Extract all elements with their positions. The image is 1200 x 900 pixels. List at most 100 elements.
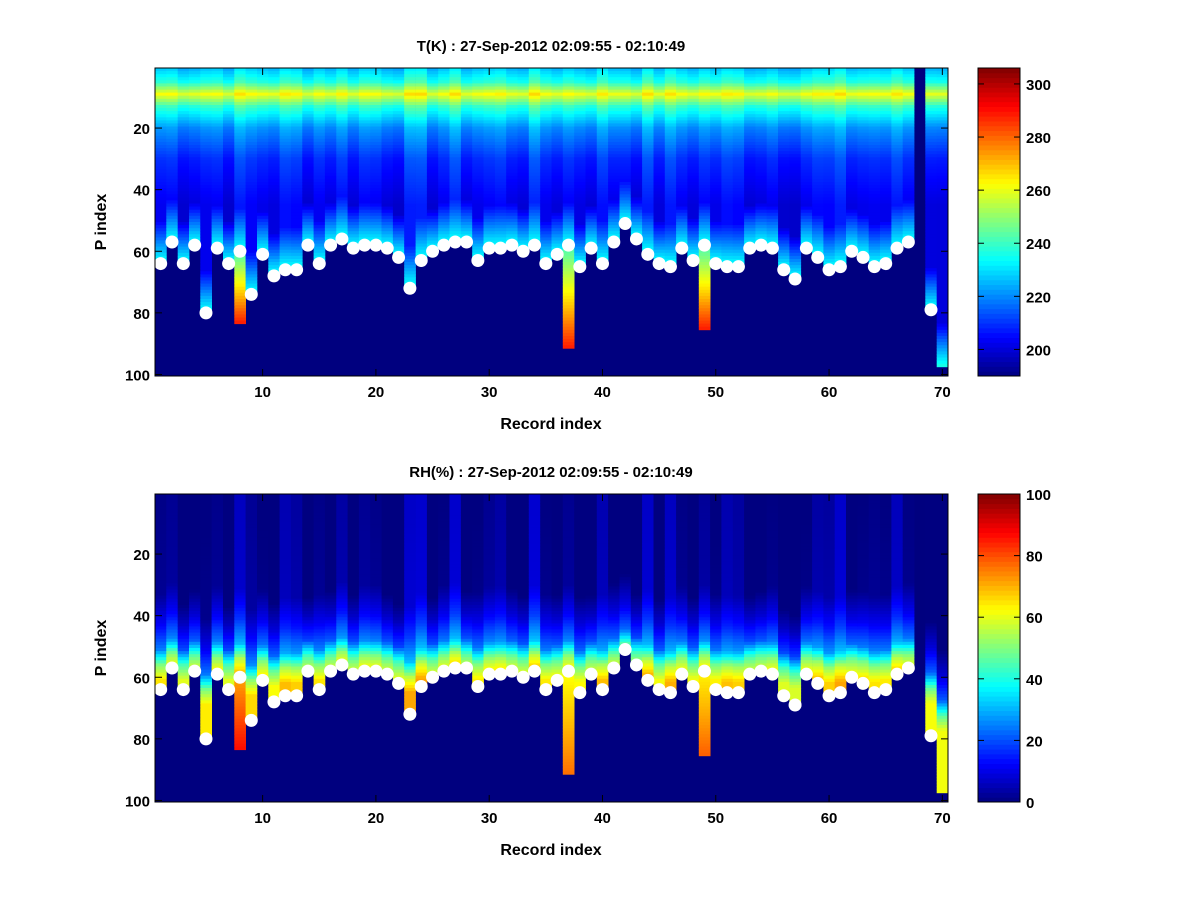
heatmap-cell <box>223 71 235 75</box>
heatmap-cell <box>766 117 779 121</box>
heatmap-cell <box>608 117 620 121</box>
heatmap-cell <box>766 172 779 177</box>
heatmap-cell <box>189 558 201 563</box>
heatmap-cell <box>392 120 405 124</box>
heatmap-cell <box>755 135 768 140</box>
heatmap-cell <box>200 95 212 100</box>
heatmap-cell <box>302 172 314 177</box>
heatmap-cell <box>664 185 677 189</box>
heatmap-cell <box>562 292 575 297</box>
heatmap-cell <box>347 206 360 211</box>
heatmap-cell <box>483 228 496 232</box>
heatmap-cell <box>223 555 235 560</box>
heatmap-cell <box>438 218 450 223</box>
heatmap-cell <box>200 524 212 529</box>
heatmap-cell <box>223 206 235 211</box>
heatmap-cell <box>517 218 530 223</box>
heatmap-cell <box>789 265 802 269</box>
heatmap-cell <box>404 191 416 195</box>
colorbar-swatch <box>978 125 1020 132</box>
heatmap-cell <box>166 132 178 137</box>
heatmap-cell <box>551 185 564 189</box>
heatmap-cell <box>812 225 824 229</box>
heatmap-cell <box>415 249 428 254</box>
heatmap-cell <box>166 222 178 226</box>
surface-marker <box>324 238 338 252</box>
heatmap-cell <box>302 89 314 94</box>
heatmap-cell <box>710 218 722 223</box>
heatmap-cell <box>755 215 768 220</box>
heatmap-cell <box>313 148 326 152</box>
heatmap-cell <box>279 145 292 149</box>
heatmap-cell <box>596 129 609 134</box>
heatmap-cell <box>857 231 870 235</box>
heatmap-cell <box>857 86 870 90</box>
heatmap-cell <box>494 77 507 81</box>
heatmap-cell <box>177 182 190 186</box>
heatmap-cell <box>687 141 700 146</box>
heatmap-cell <box>460 185 473 189</box>
heatmap-cell <box>166 105 178 109</box>
heatmap-cell <box>630 111 643 115</box>
heatmap-cell <box>155 543 167 547</box>
heatmap-cell <box>880 212 892 217</box>
heatmap-cell <box>200 231 212 235</box>
heatmap-cell <box>189 638 201 643</box>
heatmap-cell <box>789 126 802 130</box>
heatmap-cell <box>630 114 643 118</box>
heatmap-cell <box>279 98 292 103</box>
heatmap-cell <box>279 197 292 201</box>
heatmap-cell <box>404 154 416 158</box>
heatmap-cell <box>506 234 518 238</box>
heatmap-cell <box>290 175 303 180</box>
heatmap-cell <box>936 163 949 167</box>
heatmap-cell <box>789 157 802 161</box>
heatmap-cell <box>200 583 212 587</box>
heatmap-cell <box>936 197 949 201</box>
heatmap-cell <box>245 117 258 121</box>
heatmap-cell <box>155 111 167 115</box>
heatmap-cell <box>268 151 280 155</box>
heatmap-cell <box>392 234 405 238</box>
heatmap-cell <box>483 74 496 78</box>
heatmap-cell <box>381 126 394 130</box>
heatmap-cell <box>494 231 507 235</box>
heatmap-cell <box>290 237 303 241</box>
heatmap-cell <box>846 120 858 124</box>
heatmap-cell <box>653 135 666 140</box>
heatmap-cell <box>223 222 235 226</box>
heatmap-cell <box>925 138 937 143</box>
heatmap-cell <box>687 212 700 217</box>
heatmap-cell <box>313 80 326 84</box>
heatmap-cell <box>823 123 836 127</box>
heatmap-cell <box>223 182 235 186</box>
heatmap-cell <box>642 145 654 149</box>
heatmap-cell <box>404 188 416 192</box>
heatmap-cell <box>223 185 235 189</box>
heatmap-cell <box>302 138 314 143</box>
heatmap-cell <box>642 120 654 124</box>
heatmap-cell <box>200 175 212 180</box>
heatmap-cell <box>698 114 711 118</box>
heatmap-cell <box>936 255 949 260</box>
heatmap-cell <box>370 98 382 103</box>
heatmap-cell <box>687 86 700 90</box>
heatmap-cell <box>868 212 881 217</box>
heatmap-cell <box>494 218 507 223</box>
heatmap-cell <box>472 240 484 244</box>
heatmap-cell <box>744 169 756 174</box>
heatmap-cell <box>438 83 450 87</box>
heatmap-cell <box>596 234 609 238</box>
heatmap-cell <box>562 289 575 294</box>
heatmap-cell <box>381 212 394 217</box>
heatmap-cell <box>324 151 337 155</box>
heatmap-cell <box>234 197 246 201</box>
surface-marker <box>697 238 711 252</box>
heatmap-cell <box>778 234 790 238</box>
heatmap-cell <box>449 215 462 220</box>
heatmap-cell <box>732 89 745 94</box>
heatmap-cell <box>766 166 779 171</box>
heatmap-cell <box>200 537 212 541</box>
heatmap-cell <box>177 586 190 590</box>
heatmap-cell <box>540 77 552 81</box>
